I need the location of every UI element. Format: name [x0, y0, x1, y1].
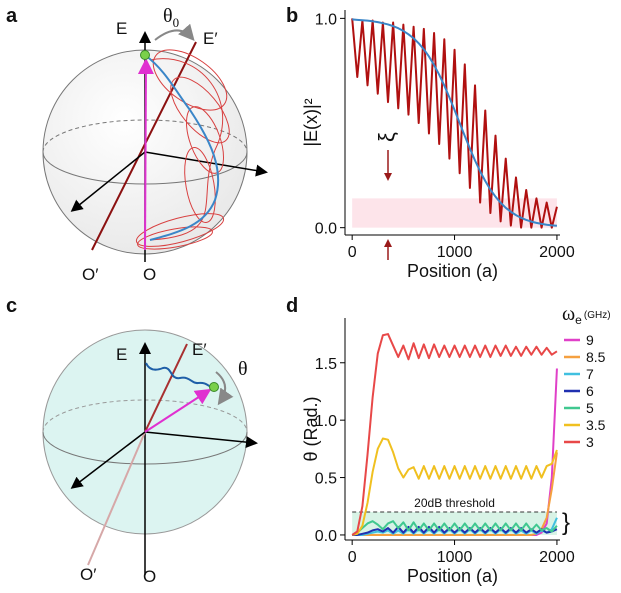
x-tick-label: 0	[348, 244, 357, 261]
angle-label: θ	[238, 358, 248, 380]
x-tick-label: 0	[348, 549, 357, 566]
series-line	[351, 18, 558, 229]
annotation-arrowhead	[384, 173, 392, 181]
series-line	[352, 18, 558, 227]
brace: }	[562, 509, 570, 536]
x-axis-label: Position (a)	[407, 261, 498, 281]
y-tick-label: 0.0	[315, 528, 337, 545]
annotation-label: ξ	[374, 132, 399, 142]
panel-label: d	[286, 295, 298, 317]
axis-label: E′	[203, 29, 218, 48]
y-tick-label: 0.0	[315, 221, 337, 238]
x-tick-label: 2000	[539, 549, 575, 566]
axis-label: E	[116, 345, 127, 364]
legend-label: 3	[586, 434, 594, 450]
angle-label: θ0	[163, 5, 179, 30]
legend-label: 7	[586, 366, 594, 382]
panel-label: a	[6, 5, 18, 27]
axis-label: E	[116, 19, 127, 38]
y-tick-label: 0.5	[315, 471, 337, 488]
y-tick-label: 1.0	[315, 413, 337, 430]
legend-title: ωe (GHz)	[562, 303, 611, 327]
series-line	[351, 520, 558, 536]
x-axis-label: Position (a)	[407, 566, 498, 586]
legend-label: 5	[586, 400, 594, 416]
x-tick-label: 1000	[437, 549, 473, 566]
annotation-arrowhead	[384, 239, 392, 247]
axis-label: O′	[80, 565, 96, 584]
x-tick-label: 1000	[437, 244, 473, 261]
y-tick-label: 1.5	[315, 356, 337, 373]
threshold-label: 20dB threshold	[414, 496, 495, 510]
angle-subscript: 0	[173, 15, 180, 30]
axis-label: O	[143, 265, 156, 284]
series-line	[352, 452, 558, 536]
axis-label: O′	[82, 265, 98, 284]
bloch-sphere-c: E E′ O′ O θ	[42, 329, 258, 586]
legend-label: 9	[586, 332, 594, 348]
y-axis-label: |E(x)|²	[301, 98, 321, 146]
legend-label: 6	[586, 383, 594, 399]
legend-symbol: ω	[562, 303, 575, 325]
series-line	[351, 333, 558, 536]
angle-symbol: θ	[163, 5, 173, 27]
panel-label: c	[6, 295, 17, 317]
bloch-sphere-a: E E′ O′ O θ0	[42, 5, 268, 284]
legend-label: 8.5	[586, 349, 606, 365]
panel-label: b	[286, 5, 298, 27]
series-line	[352, 517, 558, 536]
y-tick-label: 1.0	[315, 11, 337, 28]
legend-unit: (GHz)	[584, 310, 611, 321]
legend-subscript: e	[575, 313, 582, 327]
legend-label: 3.5	[586, 417, 606, 433]
series-line	[351, 437, 558, 536]
y-axis-label: θ (Rad.)	[301, 396, 321, 461]
x-tick-label: 2000	[539, 244, 575, 261]
axis-label: O	[143, 567, 156, 586]
shaded-region	[352, 198, 557, 228]
axis-label: E′	[192, 340, 207, 359]
